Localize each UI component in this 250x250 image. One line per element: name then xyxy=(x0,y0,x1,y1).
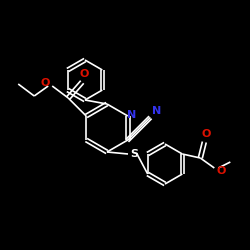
Text: O: O xyxy=(80,69,89,79)
Text: N: N xyxy=(127,110,136,120)
Text: N: N xyxy=(152,106,162,116)
Text: O: O xyxy=(202,129,211,139)
Text: O: O xyxy=(40,78,50,88)
Text: S: S xyxy=(130,149,138,159)
Text: O: O xyxy=(217,166,226,176)
